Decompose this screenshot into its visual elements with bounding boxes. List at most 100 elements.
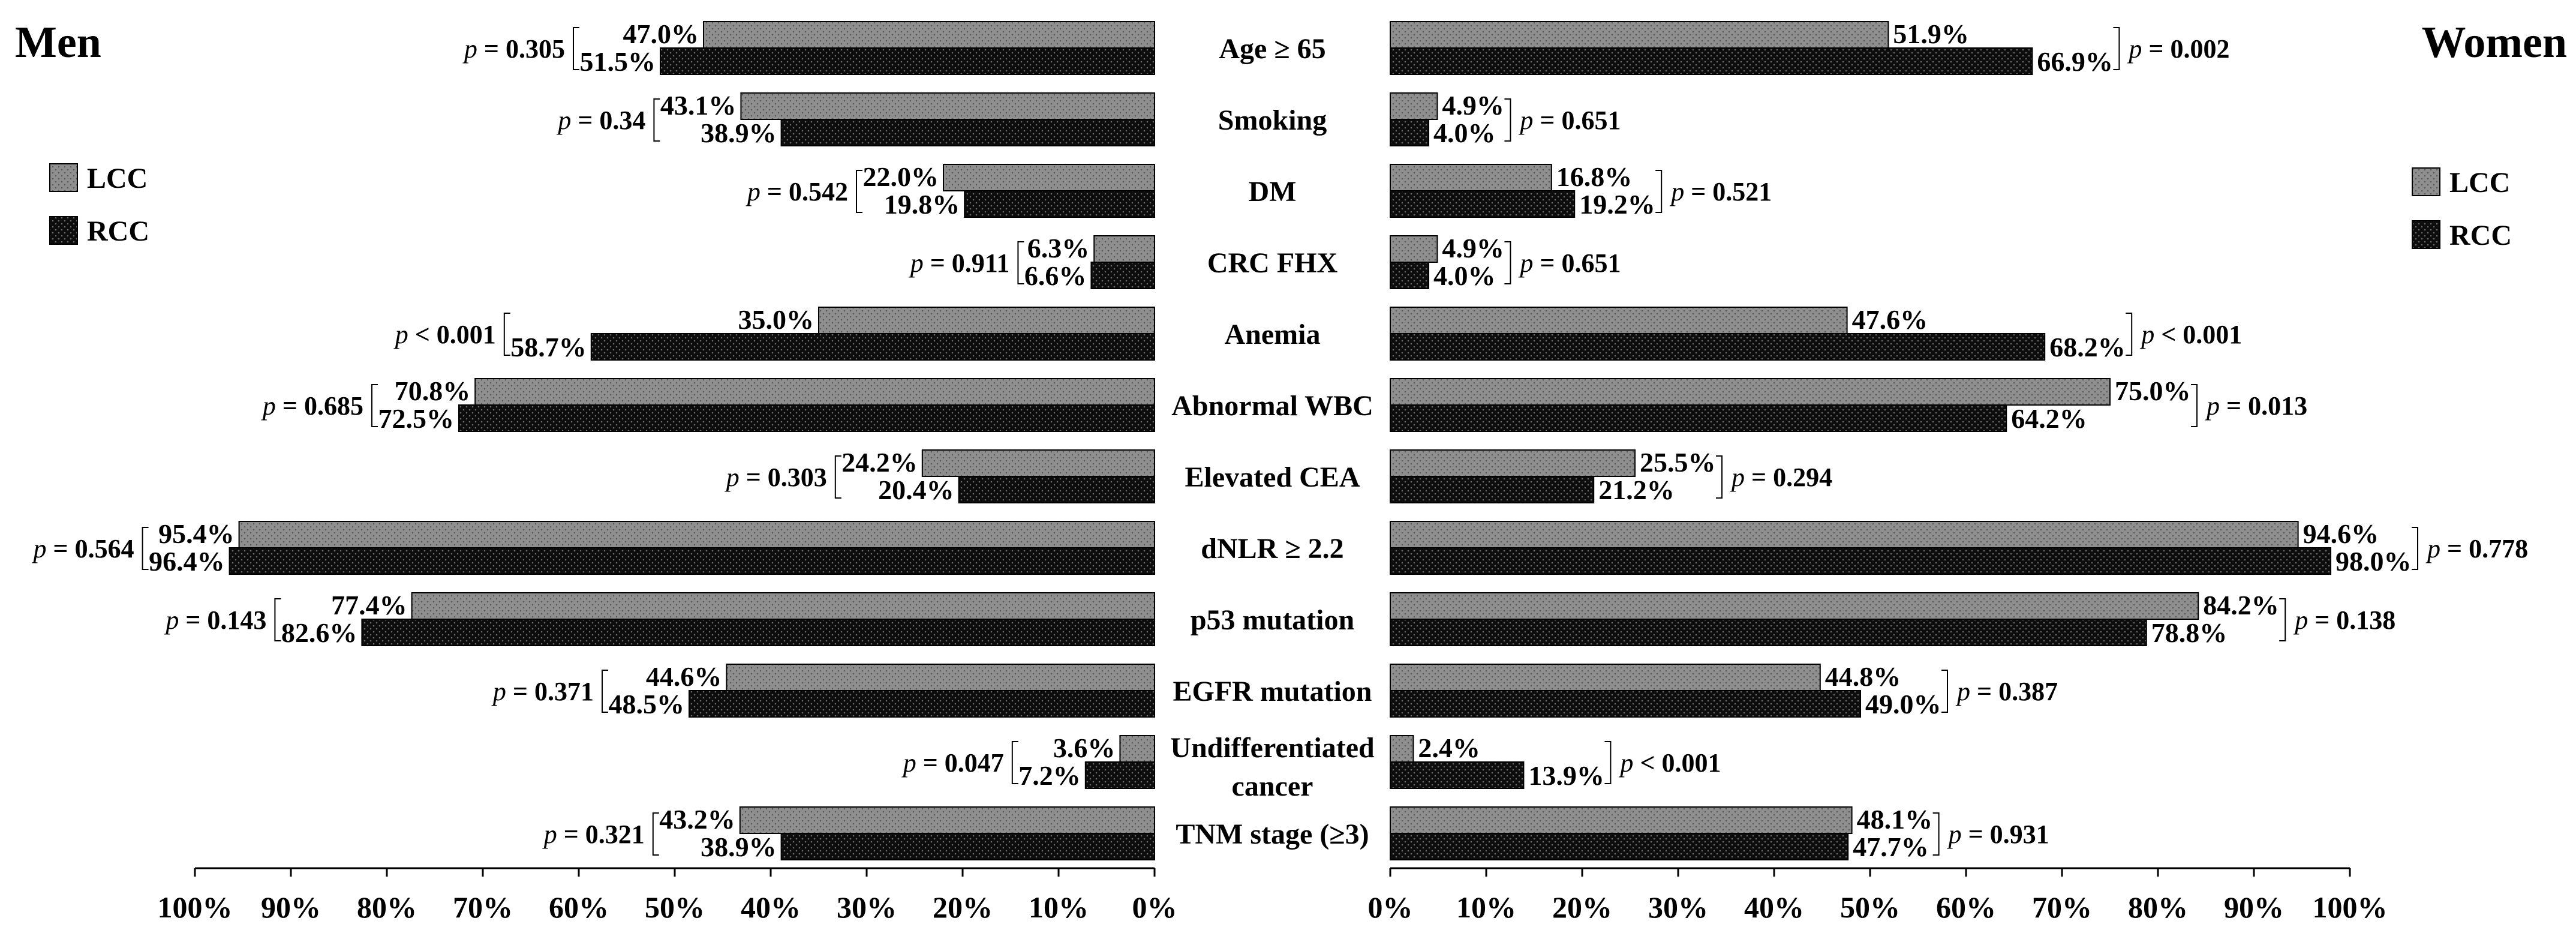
women-p-value: p = 0.521 — [1669, 177, 1772, 206]
men-lcc-bar — [411, 592, 1155, 620]
women-lcc-bar — [1390, 735, 1414, 763]
women-lcc-value-label: 94.6% — [2303, 518, 2379, 549]
men-p-value: p = 0.305 — [462, 34, 565, 64]
men-rcc-value-label: 48.5% — [609, 689, 685, 719]
men-lcc-bar — [740, 92, 1155, 120]
men-rcc-bar — [1090, 262, 1156, 289]
category-label: Elevated CEA — [1185, 461, 1360, 493]
women-p-value: p < 0.001 — [2139, 320, 2242, 349]
men-p-value: p = 0.685 — [261, 391, 363, 421]
women-lcc-value-label: 16.8% — [1556, 161, 1633, 192]
men-rcc-value-label: 38.9% — [701, 118, 777, 148]
women-title: Women — [2421, 18, 2567, 67]
men-lcc-bar — [739, 806, 1156, 834]
women-p-value: p = 0.138 — [2293, 605, 2395, 635]
men-rcc-value-label: 20.4% — [878, 475, 954, 505]
men-lcc-value-label: 70.8% — [395, 376, 471, 406]
men-lcc-value-label: 22.0% — [863, 161, 939, 192]
men-lcc-value-label: 3.6% — [1053, 733, 1116, 763]
men-x-tick-label: 20% — [933, 890, 993, 924]
women-lcc-bar — [1390, 307, 1848, 334]
category-label: EGFR mutation — [1173, 676, 1372, 707]
women-significance-bracket — [1655, 170, 1663, 213]
men-rcc-value-label: 7.2% — [1018, 760, 1081, 791]
women-x-tick-label: 10% — [1456, 890, 1516, 924]
women-rcc-value-label: 68.2% — [2049, 332, 2126, 362]
women-lcc-value-label: 44.8% — [1825, 661, 1901, 692]
women-x-tick-label: 80% — [2128, 890, 2188, 924]
women-lcc-value-label: 25.5% — [1640, 447, 1716, 478]
women-lcc-bar — [1390, 449, 1636, 477]
women-x-tick-label: 30% — [1648, 890, 1708, 924]
men-p-value: p = 0.564 — [32, 534, 134, 563]
women-rcc-bar — [1390, 190, 1576, 218]
women-rcc-bar — [1390, 404, 2007, 432]
women-lcc-bar — [1390, 664, 1821, 691]
women-significance-bracket — [1604, 741, 1612, 784]
men-lcc-bar — [1093, 235, 1155, 263]
men-rcc-value-label: 82.6% — [281, 617, 357, 648]
men-lcc-value-label: 43.2% — [659, 804, 735, 835]
men-rcc-value-label: 96.4% — [149, 546, 225, 577]
women-lcc-bar — [1390, 806, 1853, 834]
men-p-value: p = 0.047 — [901, 748, 1004, 778]
women-rcc-bar — [1390, 333, 2046, 361]
women-p-value: p = 0.651 — [1518, 248, 1621, 278]
women-x-tick-label: 40% — [1744, 890, 1804, 924]
men-lcc-bar — [726, 664, 1155, 691]
men-lcc-bar — [943, 164, 1155, 191]
women-rcc-bar — [1390, 690, 1861, 718]
women-rcc-bar — [1390, 833, 1849, 860]
men-rcc-value-label: 38.9% — [701, 832, 777, 862]
men-lcc-bar — [1119, 735, 1156, 763]
women-significance-bracket — [1716, 455, 1723, 499]
women-x-tick-label: 20% — [1552, 890, 1612, 924]
women-rcc-value-label: 19.2% — [1579, 189, 1655, 220]
women-rcc-value-label: 78.8% — [2151, 617, 2228, 648]
men-rcc-bar — [780, 119, 1155, 146]
women-rcc-value-label: 66.9% — [2037, 46, 2113, 77]
women-lcc-bar — [1390, 592, 2199, 620]
men-p-value: p = 0.34 — [556, 106, 645, 135]
women-significance-bracket — [1932, 812, 1940, 856]
category-label: dNLR ≥ 2.2 — [1201, 533, 1343, 565]
women-legend-lcc-swatch — [2412, 167, 2440, 196]
category-label: Anemia — [1225, 319, 1321, 350]
men-rcc-value-label: 72.5% — [378, 403, 455, 434]
women-x-tick-label: 70% — [2032, 890, 2092, 924]
women-lcc-value-label: 48.1% — [1857, 804, 1933, 835]
men-lcc-value-label: 24.2% — [841, 447, 918, 478]
women-rcc-value-label: 98.0% — [2335, 546, 2412, 577]
women-lcc-bar — [1390, 21, 1889, 49]
men-significance-bracket — [503, 313, 510, 356]
men-rcc-bar — [1084, 761, 1156, 789]
women-rcc-value-label: 64.2% — [2011, 403, 2087, 434]
men-p-value: p < 0.001 — [393, 320, 496, 349]
women-p-value: p = 0.931 — [1947, 820, 2049, 849]
women-rcc-bar — [1390, 547, 2331, 575]
men-lcc-bar — [921, 449, 1156, 477]
men-p-value: p = 0.911 — [909, 248, 1010, 278]
women-x-tick-label: 0% — [1368, 890, 1413, 924]
women-lcc-bar — [1390, 164, 1552, 191]
women-p-value: p = 0.651 — [1518, 106, 1621, 135]
women-lcc-bar — [1390, 521, 2299, 548]
women-lcc-value-label: 75.0% — [2115, 376, 2191, 406]
women-lcc-bar — [1390, 378, 2111, 406]
women-rcc-bar — [1390, 619, 2147, 646]
men-legend-lcc-label: LCC — [87, 163, 148, 194]
women-rcc-bar — [1390, 119, 1429, 146]
men-x-tick-label: 50% — [645, 890, 705, 924]
women-significance-bracket — [2279, 598, 2286, 641]
men-significance-bracket — [834, 455, 841, 499]
men-rcc-value-label: 6.6% — [1024, 260, 1087, 291]
men-rcc-value-label: 51.5% — [580, 46, 656, 77]
men-lcc-value-label: 35.0% — [738, 304, 814, 335]
category-label: CRC FHX — [1207, 247, 1338, 279]
women-lcc-value-label: 4.9% — [1442, 90, 1504, 121]
men-rcc-bar — [780, 833, 1155, 860]
women-significance-bracket — [1941, 670, 1948, 713]
men-lcc-value-label: 95.4% — [158, 518, 235, 549]
men-p-value: p = 0.303 — [725, 463, 827, 492]
men-rcc-bar — [660, 47, 1155, 75]
